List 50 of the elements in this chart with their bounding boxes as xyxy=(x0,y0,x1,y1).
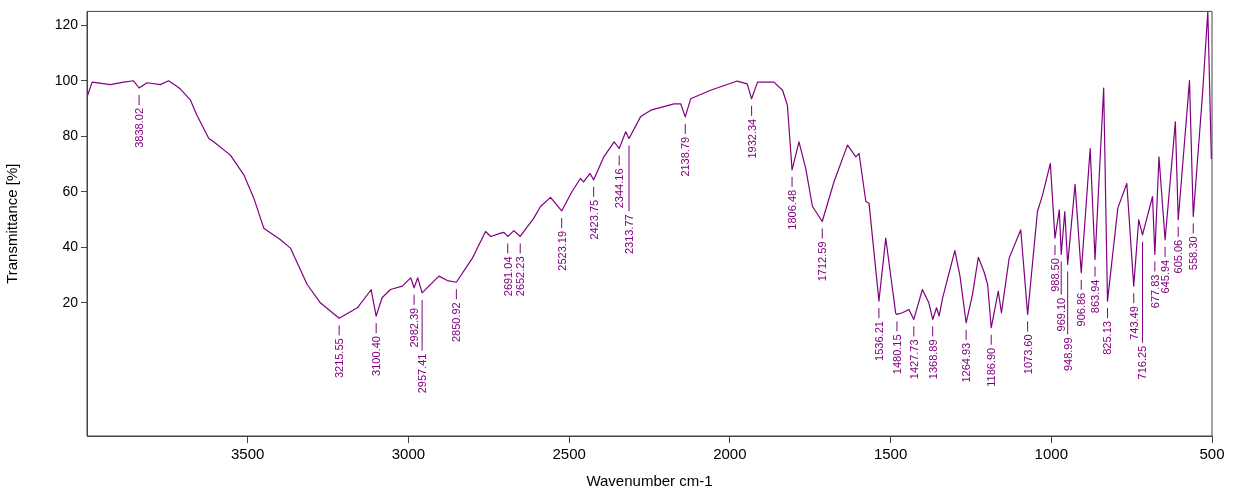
annotation: 1480.15 xyxy=(890,334,903,375)
annotation: 2313.77 xyxy=(623,214,635,255)
y-tick-label: 80 xyxy=(62,127,79,144)
x-tick-label: 3500 xyxy=(231,445,265,463)
x-tick-label: 1000 xyxy=(1034,445,1068,463)
annotation: 2138.79 xyxy=(679,136,692,177)
annotation: 1712.59 xyxy=(816,241,829,282)
annotation: 969.10 xyxy=(1055,297,1068,332)
annotation: 558.30 xyxy=(1187,236,1200,271)
annotation: 605.06 xyxy=(1172,239,1185,274)
annotation: 3838.02 xyxy=(133,107,146,148)
annotation: 1806.48 xyxy=(786,189,799,230)
annotation: 1536.21 xyxy=(872,321,885,361)
annotation: 1186.90 xyxy=(985,347,998,387)
x-tick-label: 2000 xyxy=(713,445,747,463)
annotation: 2423.75 xyxy=(587,199,600,240)
annotation: 948.99 xyxy=(1061,337,1074,372)
annotation: 1073.60 xyxy=(1021,334,1034,375)
y-tick-label: 100 xyxy=(54,71,79,88)
x-tick-label: 500 xyxy=(1199,445,1225,463)
annotation: 677.83 xyxy=(1148,274,1161,309)
annotation: 863.94 xyxy=(1089,279,1102,314)
y-axis-title: Transmittance [%] xyxy=(3,163,21,284)
x-tick-label: 3000 xyxy=(391,445,426,463)
y-tick-label: 40 xyxy=(62,238,79,255)
annotation: 2691.04 xyxy=(501,256,514,297)
x-axis-title: Wavenumber cm-1 xyxy=(586,472,713,490)
annotation: 743.49 xyxy=(1127,306,1140,340)
annotation: 2982.39 xyxy=(408,307,421,348)
annotation: 1368.89 xyxy=(926,339,939,380)
annotation: 1427.73 xyxy=(907,339,920,380)
annotation: 988.50 xyxy=(1048,258,1061,292)
annotation: 2344.16 xyxy=(613,168,626,209)
annotation: 825.13 xyxy=(1101,321,1114,355)
y-tick-label: 20 xyxy=(62,293,79,310)
annotation: 2523.19 xyxy=(555,230,568,271)
annotation: 2957.41 xyxy=(416,353,429,394)
annotation: 906.86 xyxy=(1075,292,1088,327)
x-tick-label: 1500 xyxy=(873,445,908,463)
y-tick-label: 120 xyxy=(54,16,79,33)
x-tick-label: 2500 xyxy=(552,445,586,463)
y-tick-label: 60 xyxy=(62,182,79,199)
annotation: 645.94 xyxy=(1159,259,1172,294)
annotation: 3215.55 xyxy=(333,338,346,379)
annotation: 1264.93 xyxy=(960,342,973,383)
annotation: 3100.40 xyxy=(370,336,383,376)
annotation: 2850.92 xyxy=(450,302,463,343)
annotation: 1932.34 xyxy=(745,118,758,159)
annotation: 2652.23 xyxy=(514,256,527,297)
annotation: 716.25 xyxy=(1136,345,1149,380)
